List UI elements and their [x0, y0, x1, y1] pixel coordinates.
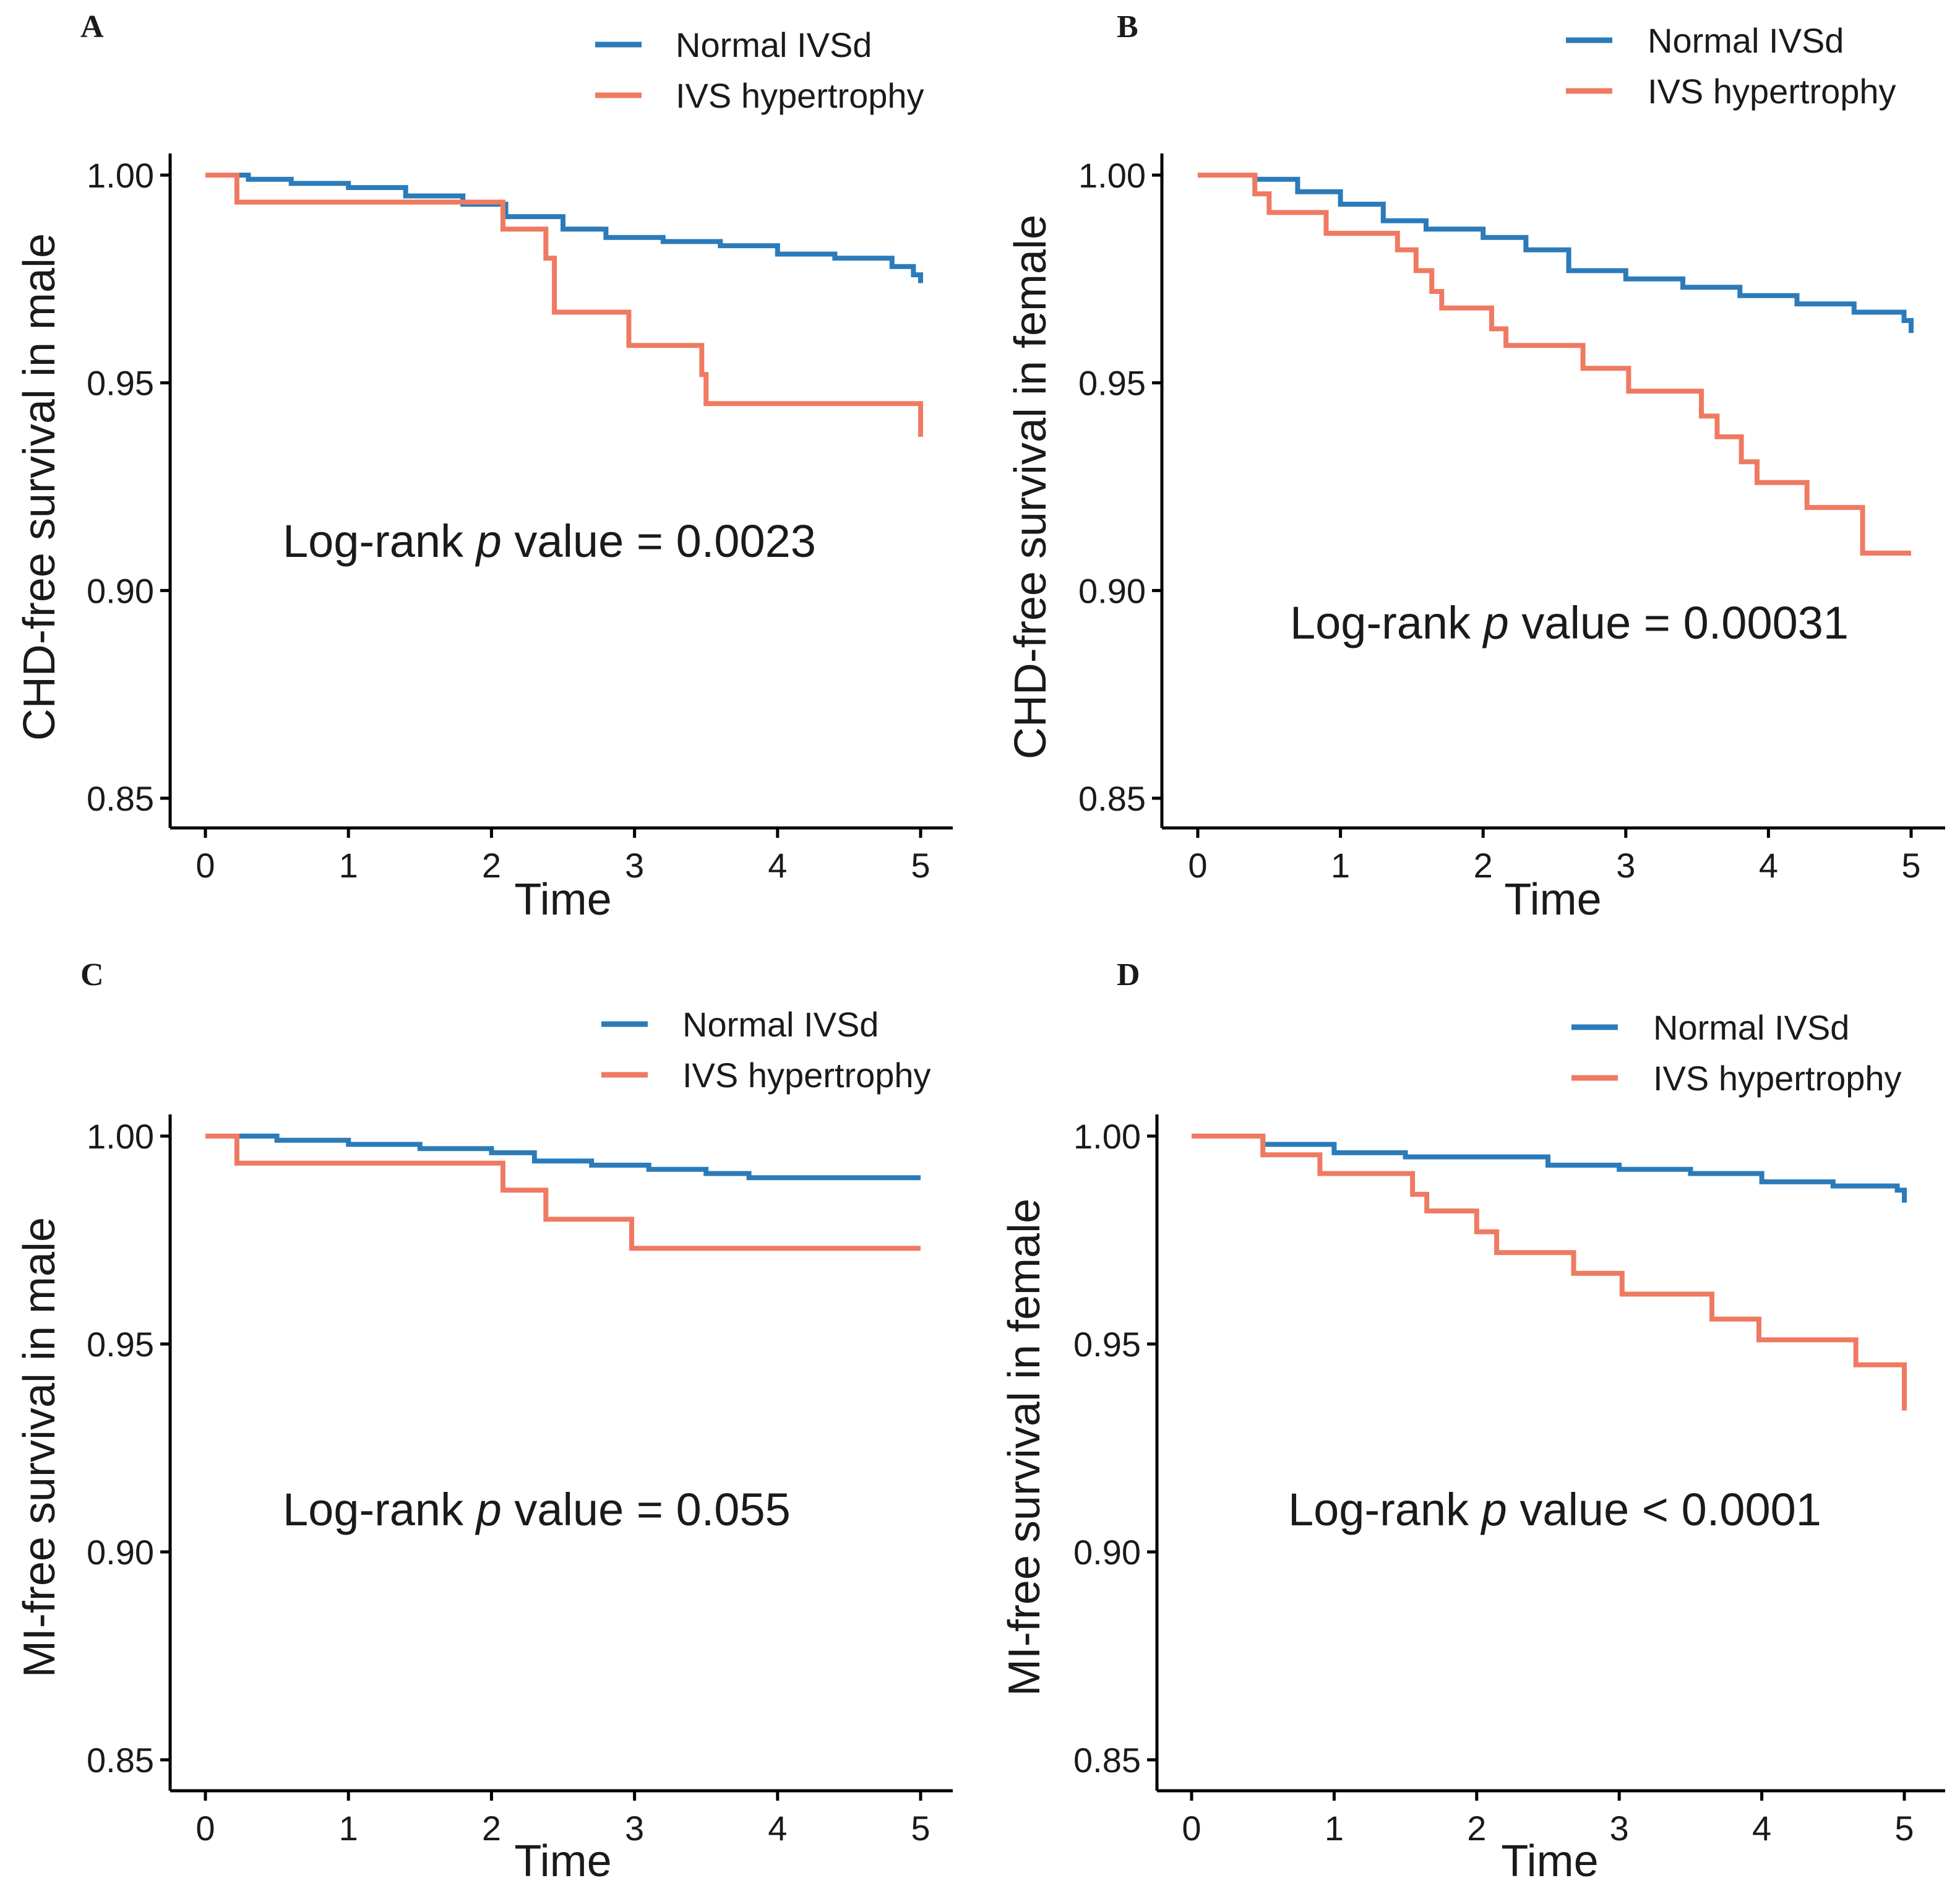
y-axis-title: MI-free survival in male	[15, 1217, 64, 1678]
panel-c: C 0 1 2 3 4 5 0.85 0.90 0.95 1.00 Time MI-free survi…	[15, 957, 953, 1886]
legend-label: IVS hypertrophy	[1648, 72, 1896, 111]
x-tick-label: 2	[1474, 846, 1493, 885]
y-tick-label: 1.00	[1073, 1117, 1141, 1156]
y-tick-label: 0.90	[87, 1533, 154, 1572]
log-rank-annotation: Log-rank p value < 0.0001	[1288, 1484, 1821, 1535]
annotation-p: p	[475, 1484, 502, 1535]
y-tick-label: 0.90	[87, 571, 154, 610]
panel-letter: A	[80, 9, 104, 45]
x-tick-label: 4	[768, 1809, 787, 1848]
x-tick-label: 3	[1610, 1809, 1629, 1848]
x-axis-title: Time	[514, 875, 611, 924]
x-axis-title: Time	[1504, 875, 1601, 924]
y-tick-label: 1.00	[87, 1117, 154, 1156]
y-tick-label: 0.90	[1073, 1533, 1141, 1572]
y-tick-label: 0.85	[87, 1741, 154, 1780]
y-axis-title: CHD-free survival in female	[1006, 215, 1055, 759]
series-line-normal-ivsd	[205, 1134, 921, 1181]
annotation-p: p	[475, 515, 502, 567]
x-tick-label: 4	[1759, 846, 1778, 885]
annotation-suffix: value = 0.0023	[502, 515, 816, 567]
x-tick-label: 0	[1188, 846, 1207, 885]
y-tick-label: 1.00	[1078, 156, 1146, 195]
x-tick-label: 2	[482, 1809, 501, 1848]
x-tick-label: 1	[339, 1809, 358, 1848]
log-rank-annotation: Log-rank p value = 0.00031	[1290, 597, 1849, 648]
x-tick-label: 5	[1894, 1809, 1914, 1848]
annotation-prefix: Log-rank	[283, 1484, 476, 1535]
legend-label: Normal IVSd	[676, 25, 872, 64]
x-tick-label: 3	[625, 1809, 644, 1848]
annotation-prefix: Log-rank	[283, 515, 476, 567]
x-tick-label: 5	[911, 846, 930, 885]
panel-d: D 0 1 2 3 4 5 0.85 0.90 0.95 1.00 Time MI-free survi…	[1000, 957, 1945, 1886]
x-tick-label: 1	[1325, 1809, 1344, 1848]
series-line-ivs-hypertrophy	[205, 173, 923, 437]
x-tick-label: 4	[768, 846, 787, 885]
y-tick-label: 0.95	[1078, 364, 1146, 403]
x-tick-label: 0	[196, 846, 215, 885]
series-line-normal-ivsd	[205, 173, 923, 283]
x-tick-label: 3	[1616, 846, 1635, 885]
y-tick-label: 0.85	[87, 779, 154, 818]
y-tick-label: 0.95	[87, 364, 154, 403]
panel-b: B 0 1 2 3 4 5 0.85 0.90 0.95 1.00 Time CHD-free surv…	[1006, 9, 1945, 924]
annotation-suffix: value = 0.055	[502, 1484, 791, 1535]
x-tick-label: 1	[339, 846, 358, 885]
y-axis-title: MI-free survival in female	[1000, 1199, 1049, 1696]
x-tick-label: 5	[1901, 846, 1920, 885]
y-tick-label: 0.85	[1073, 1741, 1141, 1780]
annotation-p: p	[1482, 597, 1509, 648]
annotation-prefix: Log-rank	[1288, 1484, 1482, 1535]
y-tick-label: 0.95	[1073, 1325, 1141, 1364]
log-rank-annotation: Log-rank p value = 0.055	[283, 1484, 791, 1535]
x-tick-label: 5	[911, 1809, 930, 1848]
x-tick-label: 0	[196, 1809, 215, 1848]
series-line-ivs-hypertrophy	[1192, 1134, 1907, 1411]
y-tick-label: 1.00	[87, 156, 154, 195]
annotation-p: p	[1481, 1484, 1507, 1535]
panel-letter: B	[1117, 9, 1138, 45]
legend-label: Normal IVSd	[1653, 1008, 1849, 1047]
legend-label: IVS hypertrophy	[682, 1056, 931, 1095]
x-axis-title: Time	[1501, 1837, 1598, 1886]
y-tick-label: 0.90	[1078, 571, 1146, 610]
x-tick-label: 4	[1752, 1809, 1771, 1848]
legend-label: IVS hypertrophy	[676, 76, 924, 115]
log-rank-annotation: Log-rank p value = 0.0023	[283, 515, 816, 567]
x-tick-label: 3	[625, 846, 644, 885]
annotation-prefix: Log-rank	[1290, 597, 1484, 648]
x-tick-label: 0	[1182, 1809, 1201, 1848]
series-line-ivs-hypertrophy	[1198, 173, 1911, 556]
x-tick-label: 1	[1331, 846, 1350, 885]
panel-a: A 0 1 2 3 4 5 0.85 0.90 0.95 1.00 Time CHD-free surv…	[15, 9, 953, 924]
panel-letter: D	[1117, 957, 1140, 993]
legend-label: Normal IVSd	[682, 1005, 879, 1044]
y-tick-label: 0.95	[87, 1325, 154, 1364]
panel-letter: C	[80, 957, 104, 993]
y-tick-label: 0.85	[1078, 779, 1146, 818]
annotation-suffix: value < 0.0001	[1507, 1484, 1821, 1535]
legend-label: IVS hypertrophy	[1653, 1059, 1902, 1098]
annotation-suffix: value = 0.00031	[1509, 597, 1849, 648]
x-tick-label: 2	[1467, 1809, 1486, 1848]
legend-label: Normal IVSd	[1648, 21, 1844, 60]
series-line-ivs-hypertrophy	[205, 1134, 921, 1251]
series-line-normal-ivsd	[1192, 1134, 1907, 1203]
x-axis-title: Time	[514, 1837, 611, 1886]
x-tick-label: 2	[482, 846, 501, 885]
series-line-normal-ivsd	[1198, 173, 1914, 334]
y-axis-title: CHD-free survival in male	[15, 233, 64, 741]
